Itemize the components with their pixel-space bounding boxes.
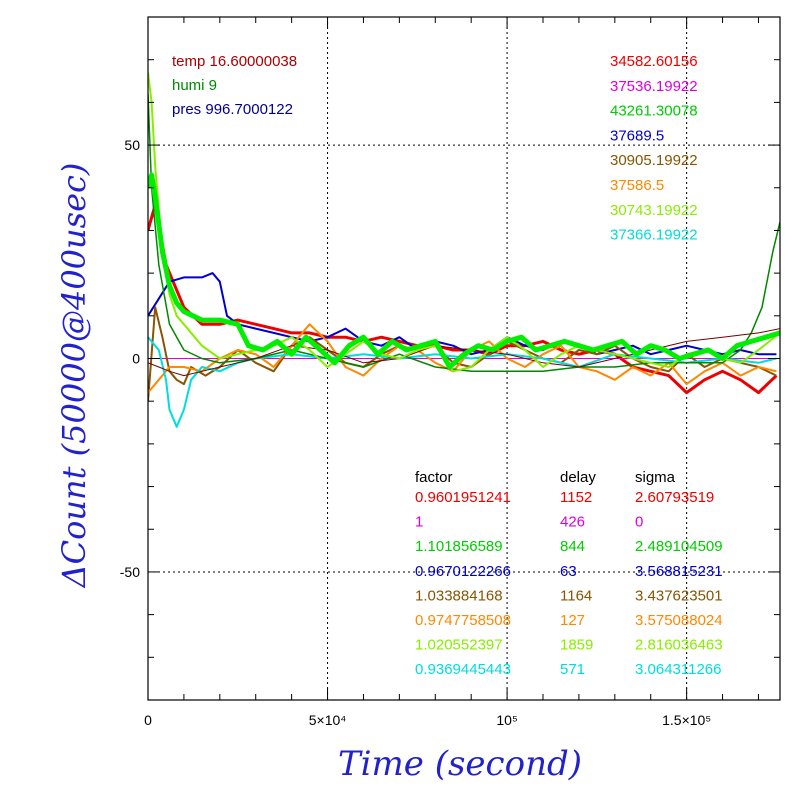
calibration-table: factor delay sigma 0.9601951241 1152 2.607935… (415, 469, 723, 678)
table-cell: 1 (415, 514, 423, 531)
series-total-value: 30743.19922 (610, 202, 698, 219)
x-tick-label: 1.5×10⁵ (662, 712, 711, 728)
series-total-value: 37536.19922 (610, 78, 698, 95)
series-line-7 (148, 93, 780, 373)
series-total-value: 34582.60156 (610, 53, 698, 70)
table-cell: 1152 (560, 489, 592, 506)
series-total-value: 37586.5 (610, 177, 664, 194)
table-header: factor (415, 469, 453, 486)
table-cell: 0.9747758508 (415, 612, 511, 629)
x-tick-label: 10⁵ (496, 712, 517, 728)
table-cell: 844 (560, 538, 585, 555)
table-cell: 1.101856589 (415, 538, 503, 555)
series-total-value: 43261.30078 (610, 103, 698, 120)
series-line-1 (148, 203, 778, 395)
table-cell: 127 (560, 612, 585, 629)
series-line-10 (148, 172, 780, 370)
series-layer (148, 72, 780, 428)
axis-ticks (147, 16, 780, 701)
table-cell: 2.816036463 (635, 637, 723, 654)
table-cell: 2.60793519 (635, 489, 714, 506)
table-cell: 0 (635, 514, 643, 531)
table-cell: 0.9369445443 (415, 661, 511, 678)
env-readout-line: temp 16.60000038 (172, 53, 297, 70)
series-line-9 (148, 72, 780, 373)
table-cell: 3.568815231 (635, 563, 723, 580)
table-cell: 63 (560, 563, 577, 580)
y-tick-label: 0 (132, 351, 140, 367)
env-readout-line: humi 9 (172, 77, 217, 94)
env-readout-line: pres 996.7000122 (172, 101, 293, 118)
series-totals: 34582.60156 37536.19922 43261.30078 37689.5… (610, 53, 698, 244)
x-axis-title: Time (second) (338, 744, 582, 784)
table-cell: 3.437623501 (635, 587, 723, 604)
x-tick-label: 5×10⁴ (309, 712, 347, 728)
series-total-value: 37689.5 (610, 127, 664, 144)
axis-tick-labels: 0 5×10⁴ 10⁵ 1.5×10⁵ -50 0 50 (120, 137, 711, 728)
table-cell: 3.064311266 (635, 661, 721, 678)
environment-readout: temp 16.60000038 humi 9 pres 996.7000122 (172, 53, 297, 118)
table-cell: 1.020552397 (415, 637, 503, 654)
table-header: delay (560, 469, 596, 486)
table-cell: 2.489104509 (635, 538, 723, 555)
series-total-value: 30905.19922 (610, 152, 698, 169)
table-cell: 1164 (560, 587, 592, 604)
table-cell: 3.575088024 (635, 612, 723, 629)
table-header: sigma (635, 469, 676, 486)
table-cell: 426 (560, 514, 585, 531)
table-cell: 571 (560, 661, 585, 678)
series-total-value: 37366.19922 (610, 227, 698, 244)
y-tick-label: 50 (124, 137, 140, 153)
table-cell: 0.9601951241 (415, 489, 511, 506)
y-axis-title: ΔCount (50000@400usec) (55, 163, 93, 590)
y-tick-label: -50 (120, 564, 140, 580)
table-cell: 0.9670122266 (415, 563, 511, 580)
table-cell: 1.033884168 (415, 587, 503, 604)
x-tick-label: 0 (144, 712, 152, 728)
table-cell: 1859 (560, 637, 593, 654)
